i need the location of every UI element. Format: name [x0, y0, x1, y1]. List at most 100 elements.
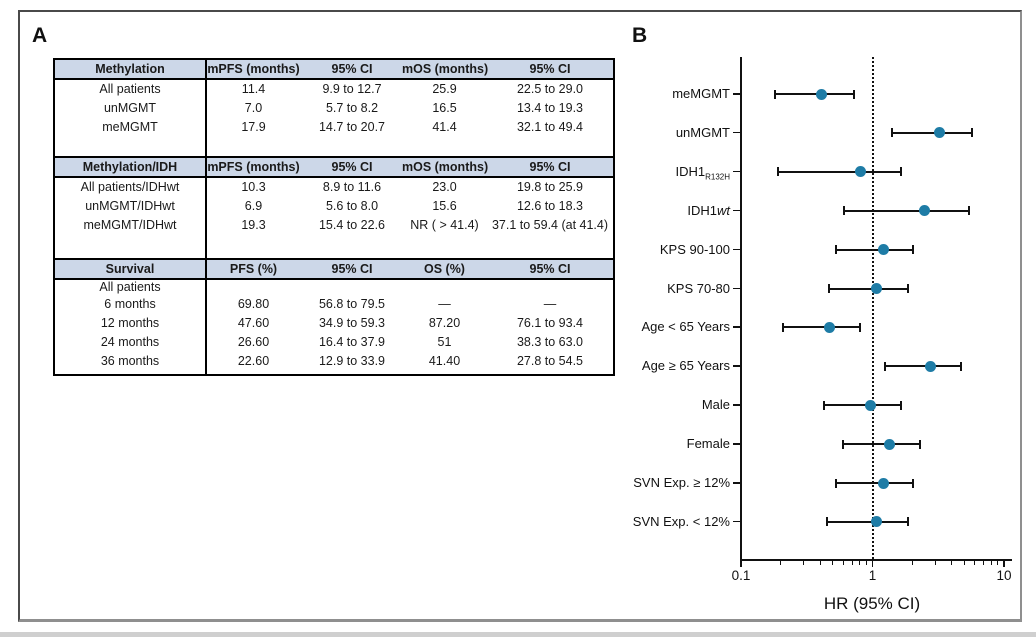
- x-minor-tick: [934, 561, 936, 565]
- table-row-1-0: All patients/IDHwt 10.3 8.9 to 11.6 23.0 19.…: [55, 178, 613, 197]
- table-row-1-0-cell: All patients/IDHwt: [80, 180, 180, 194]
- table-row-0-0-cell: 22.5 to 29.0: [516, 82, 584, 96]
- table-row-2-3-cell: 36 months: [100, 354, 160, 368]
- table-header-1-cell: 95% CI: [331, 160, 373, 174]
- ci-cap-low: [825, 517, 828, 527]
- ci-line: [774, 93, 854, 95]
- table-header-2: Survival PFS (%) 95% CI OS (%) 95% CI: [55, 258, 613, 280]
- table-row-1-0-cell: 23.0: [432, 180, 457, 194]
- category-label: SVN Exp. ≥ 12%: [633, 475, 730, 490]
- table-row-2-0-cell: 6 months: [104, 297, 156, 311]
- table-row-0-1-cell: 5.7 to 8.2: [325, 101, 379, 115]
- table-row-0-0-cell: 25.9: [432, 82, 457, 96]
- ci-line: [826, 520, 908, 523]
- x-minor-tick: [974, 561, 976, 565]
- ci-cap-high: [918, 439, 921, 449]
- y-tick: [733, 404, 740, 406]
- table-header-1-cell: Methylation/IDH: [82, 160, 178, 174]
- table-row-1-1: unMGMT/IDHwt 6.9 5.6 to 8.0 15.6 12.6 to 18.…: [55, 197, 613, 216]
- ci-line: [777, 170, 901, 173]
- ci-cap-low: [883, 361, 886, 371]
- category-label: Male: [701, 397, 730, 413]
- table-row-1-0-cell: 10.3: [241, 180, 266, 194]
- table-row-0-1-cell: 13.4 to 19.3: [516, 101, 584, 115]
- table-row-2-1-cell: 12 months: [100, 316, 160, 330]
- table-row-1-1-cell: unMGMT/IDHwt: [85, 199, 175, 213]
- table-row-2-1-cell: 87.20: [428, 316, 461, 330]
- ci-cap-low: [823, 400, 826, 410]
- ci-cap-low: [773, 89, 776, 99]
- table-header-1-cell: mPFS (months): [207, 160, 300, 174]
- table-row-1-1-cell: 6.9: [244, 199, 263, 213]
- table-header-2-cell: 95% CI: [529, 262, 571, 276]
- hr-point-marker: [877, 477, 889, 489]
- ci-cap-low: [890, 128, 893, 138]
- x-minor-tick: [997, 561, 999, 565]
- table-row-2-3-cell: 27.8 to 54.5: [516, 354, 584, 368]
- table-row-1-2: meMGMT/IDHwt 19.3 15.4 to 22.6 NR ( > 41.4)…: [55, 216, 613, 235]
- y-tick: [733, 482, 740, 484]
- figure-frame: A B Methylation mPFS (months) 95% CI mOS (m…: [18, 10, 1022, 622]
- table-row-0-2: meMGMT 17.9 14.7 to 20.7 41.4 32.1 to 49.4: [55, 118, 613, 137]
- table-header-0-cell: 95% CI: [529, 62, 571, 76]
- table-header-2-cell: Survival: [105, 262, 155, 276]
- table-row-1-2-cell: 37.1 to 59.4 (at 41.4): [491, 218, 609, 232]
- table-header-0-cell: 95% CI: [331, 62, 373, 76]
- ci-cap-high: [970, 128, 973, 138]
- ci-cap-low: [776, 167, 779, 177]
- table-header-0-cell: Methylation: [95, 62, 165, 76]
- y-tick: [733, 287, 740, 289]
- table-row-1-1-cell: 15.6: [432, 199, 457, 213]
- table-row-2-0-cell: 69.80: [237, 297, 270, 311]
- x-minor-tick: [803, 561, 805, 565]
- table-header-1-cell: mOS (months): [402, 160, 489, 174]
- ci-cap-low: [842, 439, 845, 449]
- table-row-2-2-cell: 51: [437, 335, 452, 349]
- y-tick: [733, 209, 740, 212]
- table-row-2-3-cell: 22.60: [237, 354, 270, 368]
- ci-line: [783, 326, 860, 329]
- table-header-2-cell: OS (%): [424, 262, 465, 276]
- table-row-0-2-cell: 41.4: [432, 120, 457, 134]
- category-label: SVN Exp. < 12%: [632, 513, 730, 529]
- table-row-1-0-cell: 8.9 to 11.6: [322, 180, 382, 194]
- table-header-2-cell: 95% CI: [331, 262, 373, 276]
- x-minor-tick: [911, 561, 913, 565]
- x-minor-tick: [951, 561, 953, 565]
- x-tick-label: 0.1: [731, 568, 751, 583]
- x-minor-tick: [851, 561, 853, 565]
- x-minor-tick: [865, 561, 867, 565]
- table-header-0-cell: mOS (months): [402, 62, 489, 76]
- table-header-1-cell: 95% CI: [529, 160, 571, 174]
- hr-point-marker: [871, 283, 883, 294]
- table-row-0-1-cell: 7.0: [244, 101, 263, 115]
- table-row-2-1-cell: 47.60: [237, 316, 270, 330]
- table-header-0: Methylation mPFS (months) 95% CI mOS (month…: [55, 60, 613, 80]
- hr-point-marker: [934, 127, 946, 139]
- table-row-0-2-cell: 14.7 to 20.7: [318, 120, 386, 134]
- ci-cap-high: [852, 89, 855, 99]
- y-tick: [733, 326, 740, 328]
- table-row-2-1-cell: 76.1 to 93.4: [516, 316, 584, 330]
- table-header-0-cell: mPFS (months): [207, 62, 300, 76]
- y-axis-line: [740, 57, 742, 561]
- x-major-tick: [740, 561, 742, 567]
- x-minor-tick: [963, 561, 965, 565]
- x-major-tick: [1003, 561, 1005, 567]
- table-row-1-2-cell: NR ( > 41.4): [410, 218, 479, 232]
- table-row-0-1-cell: 16.5: [432, 101, 457, 115]
- category-label: Female: [686, 436, 730, 452]
- table-row-1-2-cell: 15.4 to 22.6: [318, 218, 386, 232]
- x-minor-tick: [983, 561, 985, 565]
- x-minor-tick: [842, 561, 844, 565]
- y-tick: [733, 93, 740, 95]
- table-section-gap: [55, 137, 613, 156]
- ci-cap-high: [911, 478, 914, 488]
- ci-line: [884, 365, 961, 368]
- ci-cap-low: [835, 478, 838, 488]
- table-row-2-3-cell: 41.40: [428, 354, 461, 368]
- hr-point-marker: [871, 516, 883, 528]
- y-tick: [733, 131, 740, 134]
- table-row-0-2-cell: 17.9: [241, 120, 266, 134]
- ci-cap-low: [835, 245, 838, 255]
